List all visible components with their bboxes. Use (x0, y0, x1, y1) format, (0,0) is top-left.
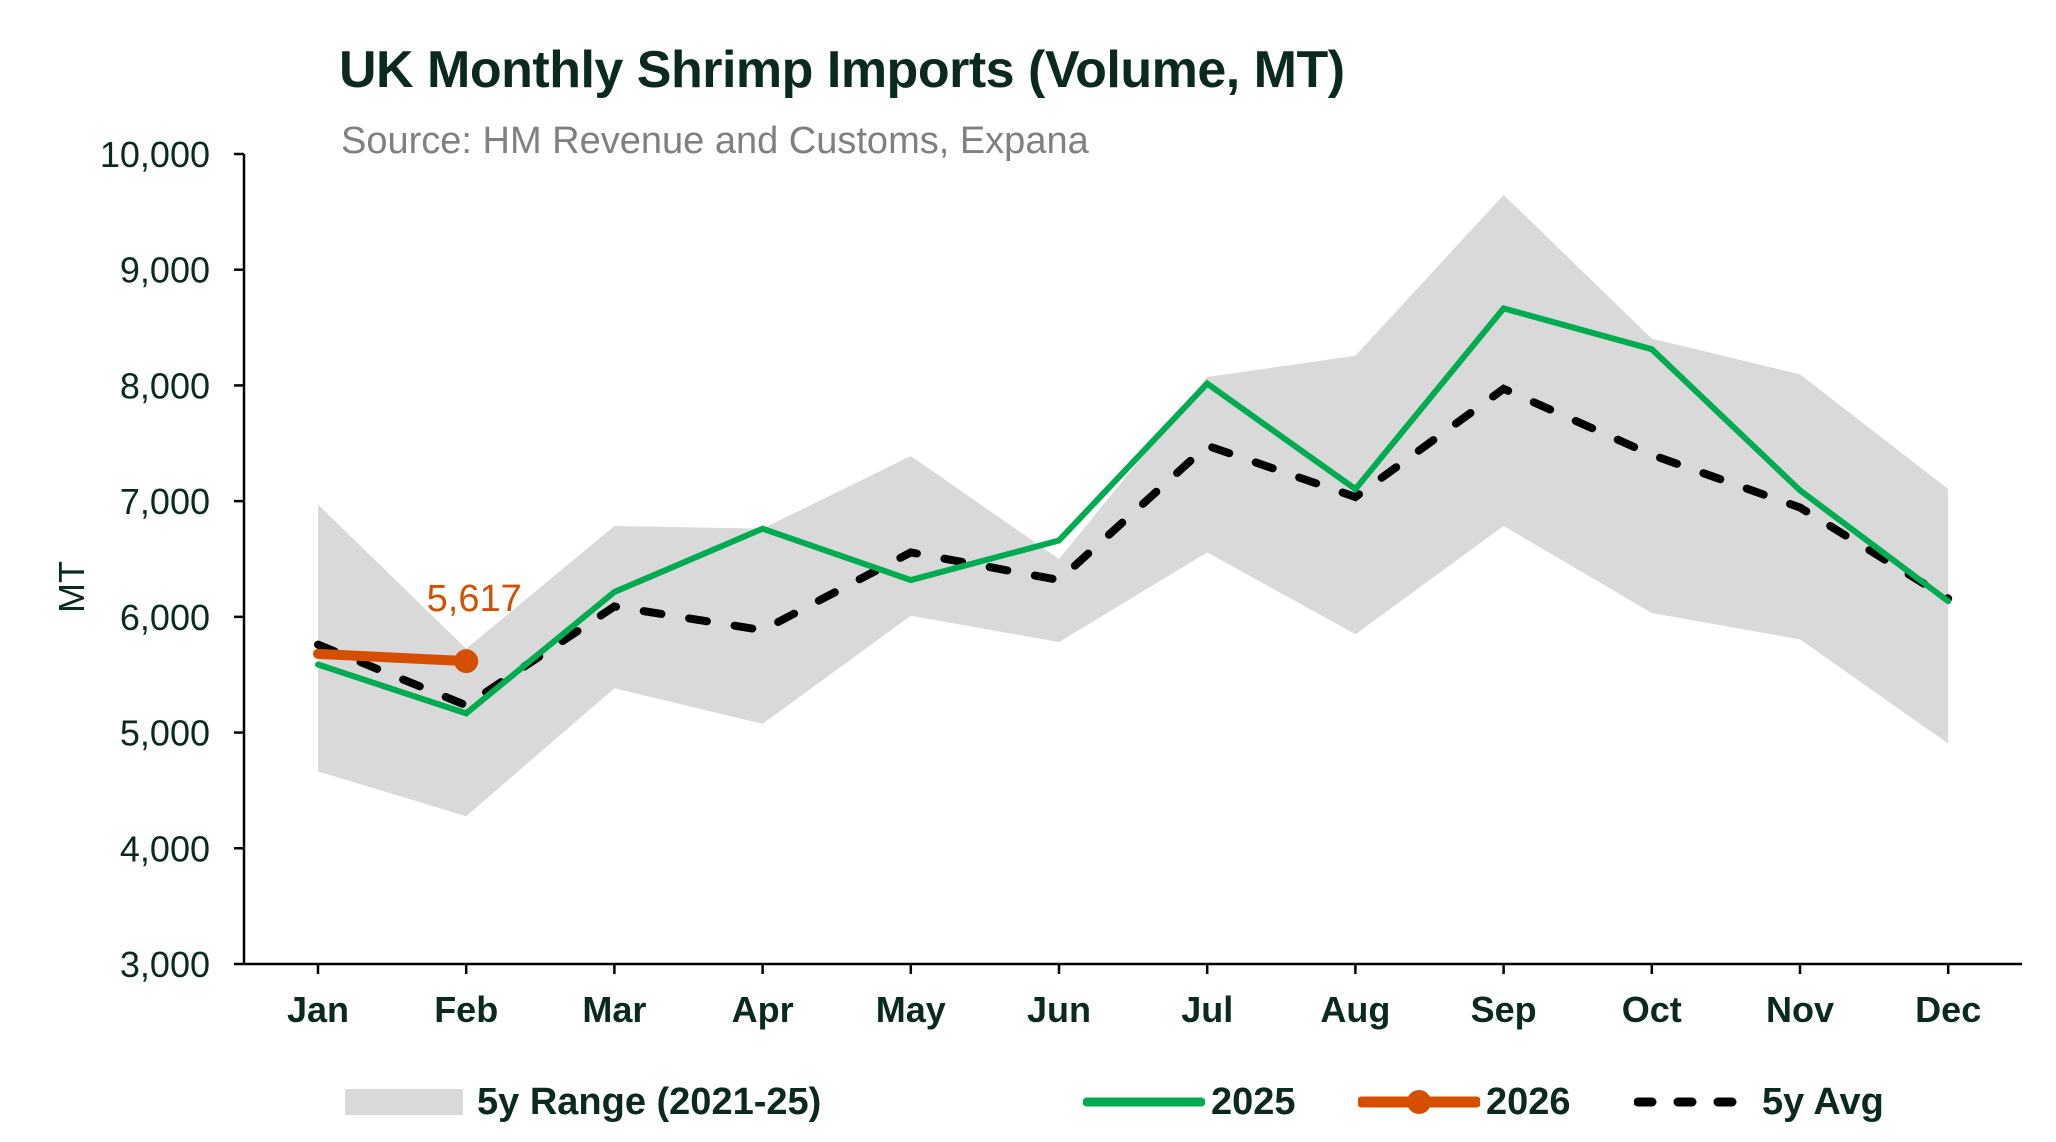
legend: 5y Range (2021-25) 2025 2026 5y Avg (0, 1072, 2056, 1132)
series-line-5y-avg (314, 384, 1953, 710)
x-tick-label: Jun (1027, 989, 1091, 1030)
x-tick-label: Sep (1471, 989, 1537, 1030)
x-tick-label: Jan (287, 989, 349, 1030)
legend-range-swatch (345, 1089, 463, 1115)
legend-item-range: 5y Range (2021-25) (345, 1072, 821, 1132)
x-tick-label: Nov (1766, 989, 1834, 1030)
y-tick-label: 6,000 (120, 597, 210, 638)
x-tick-label: Aug (1320, 989, 1390, 1030)
range-band (318, 194, 1949, 817)
series-line-2026 (313, 648, 472, 667)
legend-item-2026: 2026 (1358, 1072, 1571, 1132)
legend-2026-label: 2026 (1486, 1080, 1571, 1123)
legend-item-2025: 2025 (1083, 1072, 1296, 1132)
x-tick-label: Jul (1181, 989, 1233, 1030)
legend-item-avg: 5y Avg (1634, 1072, 1884, 1132)
x-tick-label: Feb (434, 989, 498, 1030)
x-tick-label: Apr (732, 989, 794, 1030)
y-tick-label: 7,000 (120, 481, 210, 522)
chart-subtitle: Source: HM Revenue and Customs, Expana (341, 120, 1089, 162)
x-tick-label: May (876, 989, 946, 1030)
data-label: 5,617 (427, 578, 522, 620)
legend-range-label: 5y Range (2021-25) (477, 1080, 822, 1123)
y-tick-label: 9,000 (120, 250, 210, 291)
legend-2025-swatch (1083, 1097, 1205, 1107)
y-axis-label: MT (51, 561, 92, 613)
x-tick-label: Dec (1915, 989, 1981, 1030)
legend-2025-label: 2025 (1211, 1080, 1296, 1123)
line-chart: 3,000 4,000 5,000 6,000 7,000 8,000 9,000 10,00… (51, 134, 2022, 1030)
y-tick-label: 5,000 (120, 713, 210, 754)
y-tick-label: 8,000 (120, 365, 210, 406)
x-tick-label: Oct (1622, 989, 1682, 1030)
legend-avg-label: 5y Avg (1762, 1080, 1884, 1123)
y-tick-label: 3,000 (120, 944, 210, 985)
chart-title: UK Monthly Shrimp Imports (Volume, MT) (339, 41, 1345, 99)
y-tick-label: 4,000 (120, 828, 210, 869)
y-tick-label: 10,000 (100, 134, 210, 175)
x-tick-label: Mar (582, 989, 646, 1030)
legend-2026-swatch (1358, 1090, 1480, 1114)
legend-avg-swatch (1634, 1097, 1756, 1107)
data-point-2026 (454, 649, 479, 674)
series-line-2025 (315, 304, 1952, 717)
